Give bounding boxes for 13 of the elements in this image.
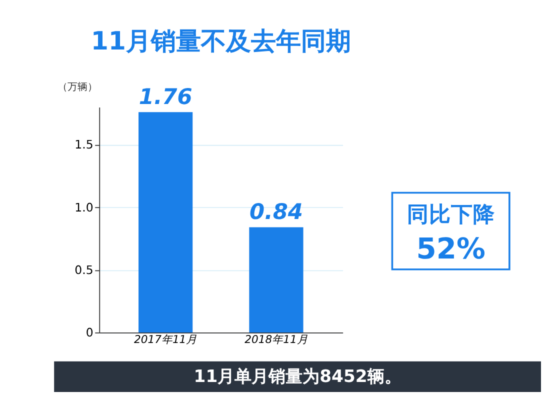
text: 52% — [416, 232, 486, 266]
y-tick-label: 1.0 — [74, 200, 94, 214]
chart-title: 11月销量不及去年同期 — [90, 26, 351, 56]
text: 同比下降 — [406, 202, 496, 228]
x-tick-label: 2018年11月 — [244, 332, 308, 346]
y-tick-label: 0 — [86, 326, 94, 340]
x-tick-label: 2017年11月 — [134, 332, 198, 346]
data-label: 0.84 — [250, 200, 303, 226]
y-axis-title: （万辆） — [57, 80, 98, 93]
data-label: 1.76 — [138, 84, 192, 110]
text: 11月单月销量为8452辆。 — [194, 367, 402, 388]
y-tick-label: 0.5 — [74, 262, 94, 277]
y-tick-label: 1.5 — [74, 138, 94, 152]
